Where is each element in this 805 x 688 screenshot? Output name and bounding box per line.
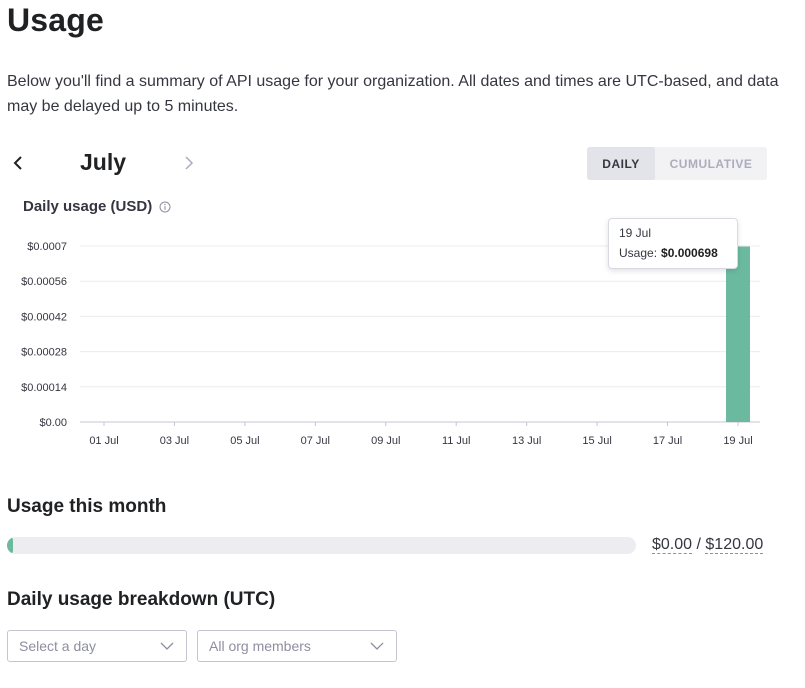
x-tick-label: 13 Jul <box>512 435 541 447</box>
info-icon[interactable] <box>159 201 171 213</box>
usage-limit[interactable]: $120.00 <box>705 536 764 554</box>
x-tick-label: 09 Jul <box>371 435 400 447</box>
day-select-placeholder: Select a day <box>19 638 97 654</box>
daily-usage-chart: $0.00 $0.00014 $0.00028 $0.00042 $0.00056 $0.… <box>21 241 760 447</box>
tooltip-usage-row: Usage: $0.000698 <box>619 245 727 261</box>
daily-toggle-button[interactable]: DAILY <box>587 147 655 180</box>
x-tick-label: 07 Jul <box>301 435 330 447</box>
x-tick-label: 19 Jul <box>723 435 752 447</box>
members-select-value: All org members <box>209 638 311 654</box>
page-title: Usage <box>7 2 105 38</box>
x-tick-label: 03 Jul <box>160 435 189 447</box>
chevron-down-icon <box>160 642 174 650</box>
usage-used[interactable]: $0.00 <box>652 536 693 554</box>
x-tick-label: 17 Jul <box>653 435 682 447</box>
cumulative-toggle-button[interactable]: CUMULATIVE <box>655 147 767 180</box>
bar <box>726 246 750 422</box>
usage-progress-fill <box>7 537 13 554</box>
x-tick-label: 11 Jul <box>442 435 471 447</box>
members-select[interactable]: All org members <box>197 630 397 662</box>
page-intro: Below you'll find a summary of API usage… <box>7 73 779 115</box>
previous-month-button[interactable] <box>4 149 32 177</box>
chevron-right-icon <box>185 156 194 170</box>
x-tick-label: 01 Jul <box>89 435 118 447</box>
usage-progress-bar <box>7 537 636 554</box>
next-month-button[interactable] <box>175 149 203 177</box>
tooltip-value: $0.000698 <box>661 246 718 260</box>
usage-month-title: Usage this month <box>7 496 167 517</box>
month-label: July <box>80 149 127 175</box>
usage-separator: / <box>696 536 701 553</box>
y-tick-label: $0.0007 <box>27 241 67 253</box>
x-tick-label: 15 Jul <box>582 435 611 447</box>
chevron-left-icon <box>13 156 22 170</box>
chart-title-row: Daily usage (USD) <box>23 198 171 215</box>
y-tick-label: $0.00 <box>39 417 67 429</box>
y-tick-label: $0.00056 <box>21 276 67 288</box>
tooltip-date: 19 Jul <box>619 226 652 240</box>
chart-tooltip: 19 Jul Usage: $0.000698 <box>608 218 738 269</box>
tooltip-label: Usage: <box>619 246 658 260</box>
breakdown-title: Daily usage breakdown (UTC) <box>7 589 276 610</box>
x-tick-label: 05 Jul <box>230 435 259 447</box>
day-select[interactable]: Select a day <box>7 630 187 662</box>
month-navigator: July <box>0 145 220 181</box>
usage-amount: $0.00 / $120.00 <box>652 536 764 554</box>
view-toggle: DAILY CUMULATIVE <box>587 147 767 180</box>
y-tick-label: $0.00014 <box>21 382 67 394</box>
y-tick-label: $0.00028 <box>21 347 67 359</box>
chevron-down-icon <box>370 642 384 650</box>
chart-title: Daily usage (USD) <box>23 198 153 215</box>
y-tick-label: $0.00042 <box>21 311 67 323</box>
